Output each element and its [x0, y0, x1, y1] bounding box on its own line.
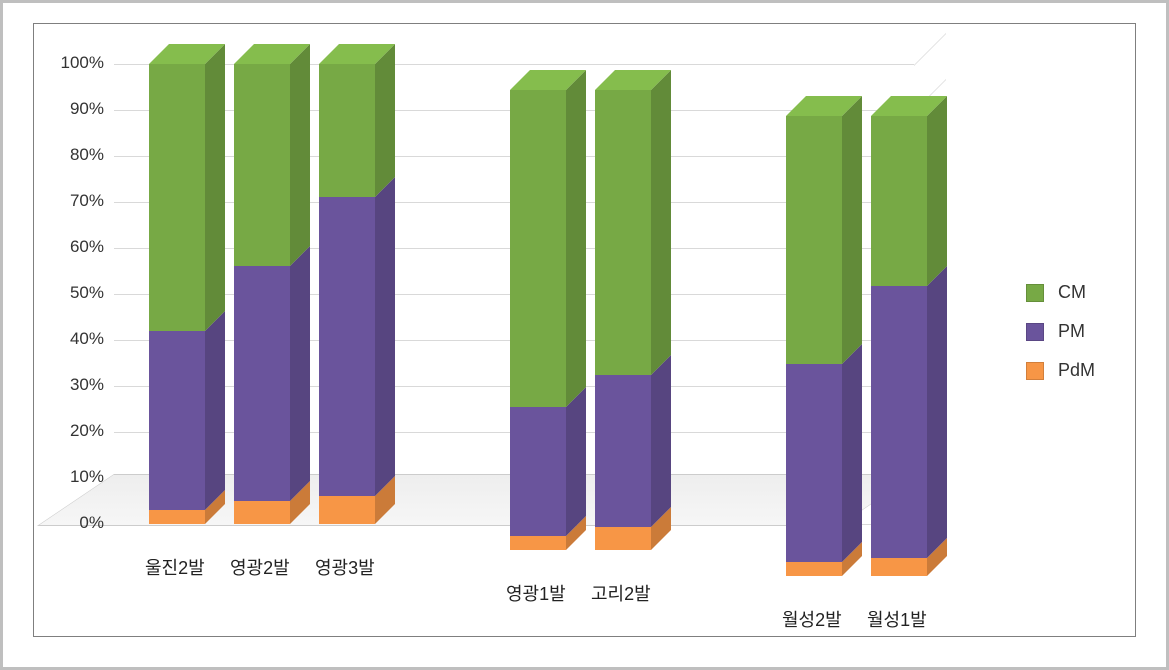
bar-seg-PdM: [510, 536, 566, 550]
bar-side-seg-CM: [651, 70, 671, 375]
bar-side-seg-CM: [290, 44, 310, 266]
chart-inner-frame: 0%10%20%30%40%50%60%70%80%90%100% 울진2발영광…: [33, 23, 1136, 637]
legend-item-CM: CM: [1026, 282, 1095, 303]
category-label: 월성1발: [867, 606, 927, 632]
bar-seg-PdM: [595, 527, 651, 550]
legend-label: PM: [1058, 321, 1085, 342]
category-label: 울진2발: [145, 554, 205, 580]
y-tick-label: 50%: [44, 283, 104, 303]
y-tick-label: 0%: [44, 513, 104, 533]
bar-side-seg-CM: [566, 70, 586, 407]
category-label: 월성2발: [782, 606, 842, 632]
bar-seg-PM: [595, 375, 651, 527]
bar-side-seg-PM: [566, 387, 586, 536]
bar-seg-PdM: [786, 562, 842, 576]
bar-seg-PM: [871, 286, 927, 557]
bar-side-seg-PM: [375, 177, 395, 496]
bar-seg-PM: [234, 266, 290, 501]
plot-area: [114, 64, 914, 524]
category-label: 영광2발: [230, 554, 290, 580]
y-tick-label: 70%: [44, 191, 104, 211]
category-label: 영광1발: [506, 580, 566, 606]
chart-outer-frame: 0%10%20%30%40%50%60%70%80%90%100% 울진2발영광…: [0, 0, 1169, 670]
y-tick-label: 20%: [44, 421, 104, 441]
bar-seg-PM: [149, 331, 205, 510]
legend-swatch: [1026, 284, 1044, 302]
bar-seg-CM: [871, 116, 927, 286]
bar-seg-PdM: [871, 558, 927, 576]
bar-seg-CM: [510, 90, 566, 407]
bar-seg-PM: [319, 197, 375, 496]
legend: CM PM PdM: [1026, 264, 1095, 399]
bar-seg-CM: [595, 90, 651, 375]
category-label: 영광3발: [315, 554, 375, 580]
legend-swatch: [1026, 323, 1044, 341]
bar-side-seg-PM: [651, 355, 671, 527]
bar-side-seg-PM: [205, 311, 225, 510]
bar-seg-CM: [786, 116, 842, 364]
bar-side-seg-PM: [290, 246, 310, 501]
bar-seg-PdM: [319, 496, 375, 524]
bar-seg-CM: [149, 64, 205, 331]
bar-side-seg-CM: [927, 96, 947, 286]
bar-side-seg-PM: [927, 266, 947, 557]
y-tick-label: 100%: [44, 53, 104, 73]
bar-seg-PM: [786, 364, 842, 562]
bar-seg-CM: [234, 64, 290, 266]
y-tick-label: 40%: [44, 329, 104, 349]
bar-side-seg-PM: [842, 344, 862, 562]
bar-side-seg-CM: [205, 44, 225, 331]
legend-item-PM: PM: [1026, 321, 1095, 342]
bar-seg-PM: [510, 407, 566, 536]
y-tick-label: 10%: [44, 467, 104, 487]
y-tick-label: 90%: [44, 99, 104, 119]
y-tick-label: 60%: [44, 237, 104, 257]
legend-label: CM: [1058, 282, 1086, 303]
bar-seg-CM: [319, 64, 375, 197]
legend-label: PdM: [1058, 360, 1095, 381]
bar-side-seg-CM: [375, 44, 395, 197]
bar-seg-PdM: [234, 501, 290, 524]
y-tick-label: 80%: [44, 145, 104, 165]
y-tick-label: 30%: [44, 375, 104, 395]
legend-swatch: [1026, 362, 1044, 380]
category-label: 고리2발: [591, 580, 651, 606]
bar-side-seg-CM: [842, 96, 862, 364]
bar-seg-PdM: [149, 510, 205, 524]
legend-item-PdM: PdM: [1026, 360, 1095, 381]
